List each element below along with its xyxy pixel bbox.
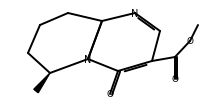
Text: O: O (172, 75, 178, 84)
Text: O: O (106, 90, 113, 99)
Text: N: N (84, 55, 92, 64)
Text: N: N (131, 9, 139, 19)
Text: O: O (186, 37, 194, 46)
Polygon shape (34, 73, 50, 93)
